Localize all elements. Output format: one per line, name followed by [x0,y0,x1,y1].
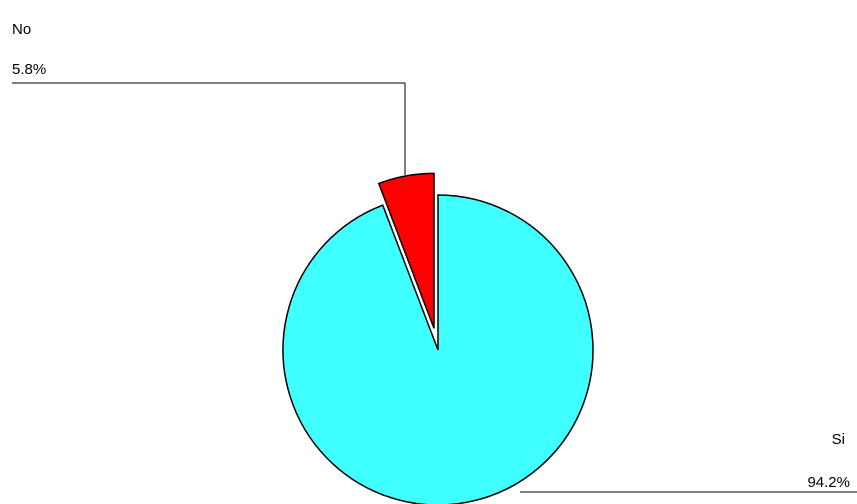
pie-slice [282,194,594,504]
pie-slice [377,172,435,329]
leader-line [12,82,406,175]
value-label: 5.8% [12,61,46,78]
slice-label: No [12,21,31,38]
value-label: 94.2% [807,474,850,491]
slice-label: Si [832,431,845,448]
